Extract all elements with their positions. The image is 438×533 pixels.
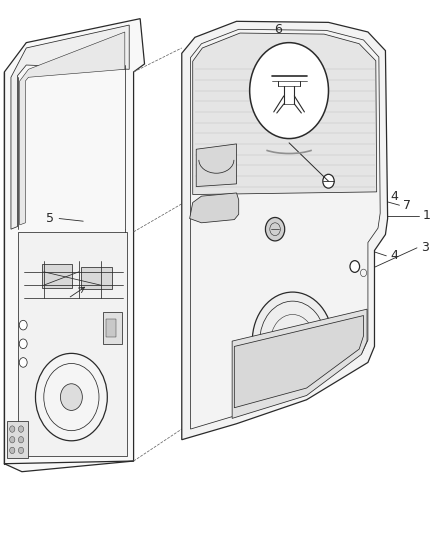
- Polygon shape: [106, 319, 116, 337]
- Circle shape: [311, 56, 319, 66]
- Circle shape: [10, 447, 15, 454]
- Circle shape: [18, 426, 24, 432]
- Circle shape: [18, 437, 24, 443]
- Polygon shape: [81, 266, 112, 289]
- Polygon shape: [42, 264, 72, 288]
- Text: 5: 5: [46, 212, 54, 225]
- Polygon shape: [20, 32, 125, 225]
- Circle shape: [284, 330, 301, 352]
- Circle shape: [18, 447, 24, 454]
- Polygon shape: [7, 421, 28, 458]
- Polygon shape: [232, 309, 367, 418]
- Circle shape: [350, 261, 360, 272]
- Text: 1: 1: [423, 209, 431, 222]
- Circle shape: [323, 174, 334, 188]
- Text: 7: 7: [403, 199, 411, 212]
- Circle shape: [265, 217, 285, 241]
- Polygon shape: [190, 193, 239, 223]
- Circle shape: [19, 358, 27, 367]
- Polygon shape: [18, 232, 127, 456]
- Text: 6: 6: [274, 23, 282, 36]
- Polygon shape: [234, 316, 364, 408]
- Polygon shape: [103, 312, 122, 344]
- Circle shape: [10, 426, 15, 432]
- Polygon shape: [196, 144, 237, 187]
- Circle shape: [252, 292, 333, 390]
- Text: 4: 4: [390, 249, 398, 262]
- Text: 3: 3: [421, 241, 429, 254]
- Circle shape: [19, 320, 27, 330]
- Polygon shape: [193, 33, 377, 195]
- Polygon shape: [4, 19, 145, 472]
- Circle shape: [60, 384, 82, 410]
- Polygon shape: [182, 21, 388, 440]
- Polygon shape: [11, 25, 129, 229]
- Circle shape: [250, 43, 328, 139]
- Circle shape: [35, 353, 107, 441]
- Circle shape: [19, 339, 27, 349]
- Text: 4: 4: [390, 190, 398, 203]
- Circle shape: [10, 437, 15, 443]
